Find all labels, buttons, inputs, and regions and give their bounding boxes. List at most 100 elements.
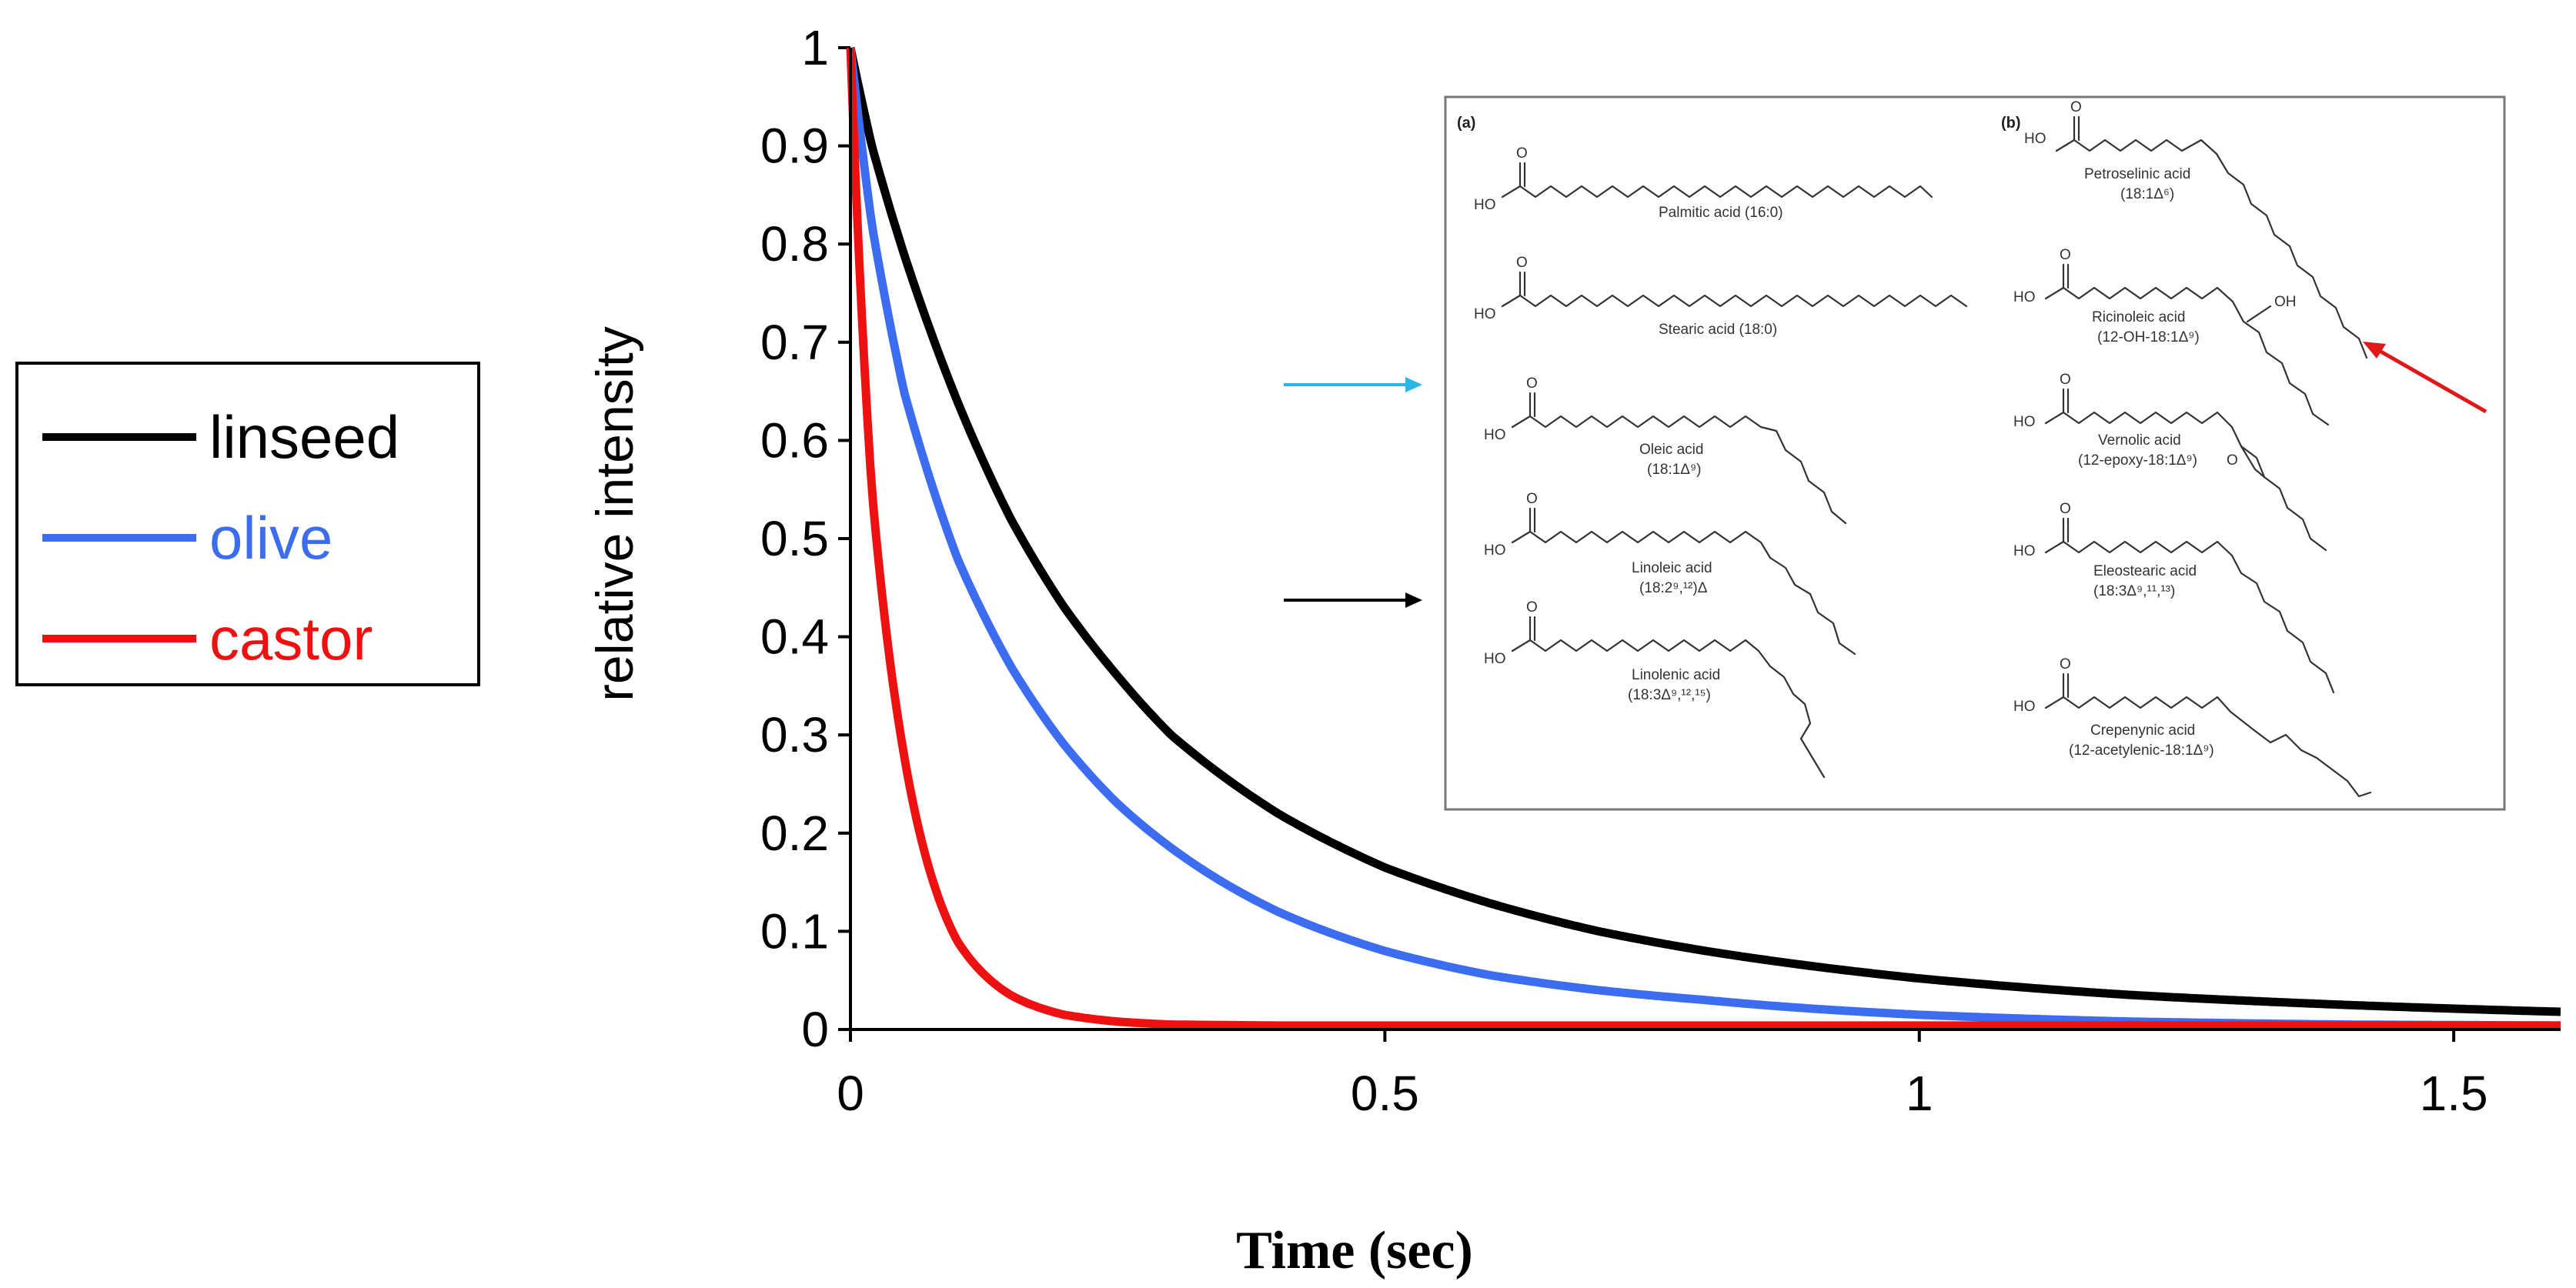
legend-label-olive: olive — [209, 504, 332, 572]
eleostearic-carbonyl — [2062, 517, 2070, 543]
inset-panel-a-label: (a) — [1457, 115, 1475, 132]
black-arrow-head — [1405, 592, 1422, 608]
eleostearic-o: O — [2060, 501, 2071, 517]
legend-label-linseed: linseed — [209, 403, 399, 471]
oleic-name: Oleic acid — [1639, 442, 1703, 458]
eleostearic-name: Eleostearic acid — [2093, 563, 2197, 579]
petroselinic-structure — [2055, 138, 2368, 359]
crepenynic-acid: O HO Crepenynic acid (12-acetylenic-18:1… — [2013, 656, 2372, 798]
vernolic-epoxide — [2240, 445, 2266, 479]
palmitic-acid: O HO Palmitic acid (16:0) — [1474, 145, 1933, 221]
crepenynic-ho: HO — [2013, 699, 2036, 715]
linolenic-name: Linolenic acid — [1632, 667, 1720, 683]
x-tick-label: 0 — [837, 1066, 864, 1121]
ricinoleic-acid: O HO OH Ricinoleic acid (12-OH-18:1Δ⁹) — [2013, 247, 2330, 426]
legend: linseed olive castor — [15, 362, 480, 686]
linolenic-ho: HO — [1484, 651, 1506, 667]
oleic-o: O — [1526, 375, 1538, 392]
linoleic-ho: HO — [1484, 542, 1506, 559]
vernolic-ho: HO — [2013, 414, 2036, 430]
y-tick-label: 0.5 — [760, 511, 829, 566]
petroselinic-name: Petroselinic acid — [2084, 166, 2190, 182]
vernolic-sub: (12-epoxy-18:1Δ⁹) — [2078, 452, 2197, 469]
stearic-name: Stearic acid (18:0) — [1659, 322, 1777, 338]
petroselinic-ho: HO — [2024, 131, 2046, 147]
cyan-arrow-head — [1405, 377, 1422, 392]
x-axis-label: Time (sec) — [1236, 1221, 1473, 1280]
red-arrow-head — [2363, 342, 2386, 359]
oleic-acid: O HO Oleic acid (18:1Δ⁹) — [1484, 375, 1847, 525]
palmitic-ho: HO — [1474, 197, 1496, 213]
inset-structures: (a) (b) O HO Palmitic acid (16:0) O HO S… — [1444, 95, 2506, 811]
linolenic-structure — [1511, 639, 1826, 779]
y-axis-label: relative intensity — [586, 326, 644, 702]
plot-area — [846, 46, 2562, 1030]
y-tick-label: 0.4 — [760, 609, 829, 665]
crepenynic-sub: (12-acetylenic-18:1Δ⁹) — [2069, 742, 2214, 759]
y-tick-label: 0.2 — [760, 806, 829, 861]
y-axis-ticks: 0 0.1 0.2 0.3 0.4 0.5 0.6 0.7 0.8 0.9 1 — [760, 20, 850, 1057]
linoleic-structure — [1511, 530, 1856, 656]
series-line-linseed — [846, 46, 2562, 1016]
stearic-o: O — [1516, 255, 1528, 271]
eleostearic-sub: (18:3Δ⁹,¹¹,¹³) — [2093, 583, 2175, 599]
legend-label-castor: castor — [209, 605, 373, 672]
oleic-structure — [1511, 415, 1847, 525]
ricinoleic-structure — [2044, 286, 2330, 426]
ricinoleic-oh-bond — [2246, 305, 2272, 323]
stearic-ho: HO — [1474, 306, 1496, 322]
oleic-ho: HO — [1484, 427, 1506, 443]
vernolic-structure — [2044, 411, 2327, 552]
y-tick-label: 0.7 — [760, 315, 829, 370]
palmitic-structure — [1501, 185, 1933, 199]
ricinoleic-o: O — [2060, 247, 2071, 263]
oleic-carbonyl — [1529, 392, 1536, 418]
linoleic-name: Linoleic acid — [1632, 560, 1712, 576]
linoleic-sub: (18:2⁹,¹²)Δ — [1639, 580, 1708, 596]
linolenic-o: O — [1526, 599, 1538, 616]
petroselinic-o: O — [2070, 99, 2082, 115]
x-tick-label: 0.5 — [1351, 1066, 1419, 1121]
crepenynic-name: Crepenynic acid — [2090, 722, 2195, 739]
eleostearic-structure — [2044, 540, 2335, 694]
ricinoleic-ho: HO — [2013, 289, 2036, 305]
stearic-carbonyl — [1519, 271, 1526, 297]
palmitic-name: Palmitic acid (16:0) — [1659, 205, 1783, 221]
eleostearic-ho: HO — [2013, 543, 2036, 559]
linolenic-acid: O HO Linolenic acid (18:3Δ⁹,¹²,¹⁵) — [1484, 599, 1826, 779]
y-tick-label: 0.3 — [760, 707, 829, 762]
vernolic-epoxide-o: O — [2227, 452, 2238, 469]
y-tick-label: 1 — [801, 20, 829, 75]
y-tick-label: 0.8 — [760, 216, 829, 272]
crepenynic-o: O — [2060, 656, 2071, 672]
crepenynic-carbonyl — [2062, 672, 2070, 699]
vernolic-o: O — [2060, 372, 2071, 388]
y-tick-label: 0.6 — [760, 412, 829, 468]
legend-box — [15, 362, 480, 686]
petroselinic-carbonyl — [2073, 115, 2080, 142]
ricinoleic-name: Ricinoleic acid — [2092, 309, 2185, 325]
x-tick-label: 1.5 — [2420, 1066, 2488, 1121]
crepenynic-structure — [2044, 696, 2372, 798]
linolenic-carbonyl — [1529, 616, 1536, 642]
ricinoleic-sub: (12-OH-18:1Δ⁹) — [2097, 329, 2200, 345]
eleostearic-acid: O HO Eleostearic acid (18:3Δ⁹,¹¹,¹³) — [2013, 501, 2335, 694]
linoleic-o: O — [1526, 491, 1538, 507]
palmitic-carbonyl — [1519, 162, 1526, 188]
x-tick-label: 1 — [1906, 1066, 1933, 1121]
annotation-arrows — [1284, 342, 2487, 608]
x-axis-ticks: 0 0.5 1 1.5 — [837, 1029, 2488, 1121]
y-tick-label: 0 — [801, 1002, 829, 1057]
palmitic-o: O — [1516, 145, 1528, 162]
inset-frame — [1444, 95, 2506, 811]
y-tick-label: 0.1 — [760, 903, 829, 959]
red-arrow — [2377, 348, 2487, 414]
linoleic-carbonyl — [1529, 507, 1536, 533]
stearic-structure — [1501, 294, 1968, 308]
series-line-castor — [846, 47, 2562, 1030]
ricinoleic-oh: OH — [2274, 294, 2297, 310]
petroselinic-sub: (18:1Δ⁶) — [2120, 186, 2174, 202]
ricinoleic-carbonyl — [2062, 263, 2070, 289]
vernolic-acid: O HO Vernolic acid (12-epoxy-18:1Δ⁹) O — [2013, 372, 2327, 552]
